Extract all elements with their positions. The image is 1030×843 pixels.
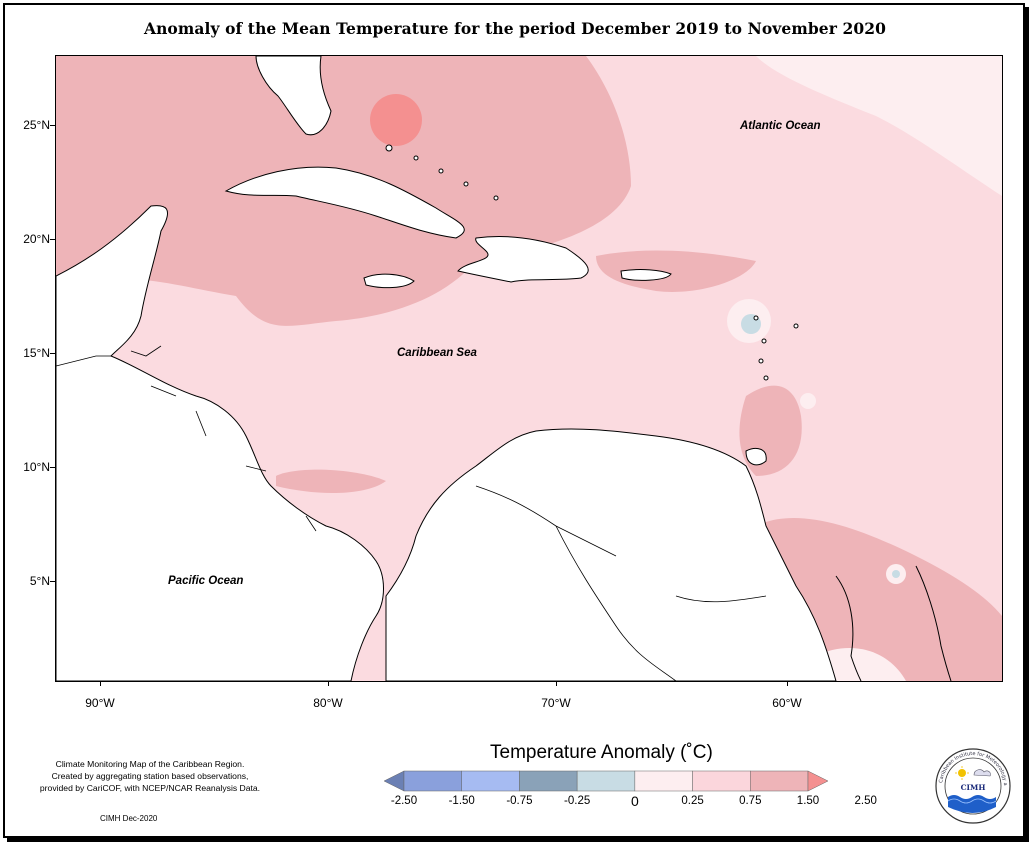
lon-tick: [787, 681, 788, 686]
legend-tick-label: 0: [630, 793, 639, 809]
legend-swatch: [692, 770, 751, 792]
legend-swatch: [461, 770, 520, 792]
lat-label-15n: 15°N: [23, 346, 50, 360]
map-title: Anomaly of the Mean Temperature for the …: [143, 19, 887, 38]
legend-swatch: [634, 770, 693, 792]
legend-swatch: [750, 770, 809, 792]
legend-colorbar: [384, 770, 829, 792]
cimh-logo: Caribbean Institute for Meteorology and …: [934, 747, 1011, 824]
legend-swatch: [576, 770, 636, 792]
map-area: [55, 55, 1003, 682]
legend-tick-label: -1.50: [448, 795, 475, 807]
anomaly-field-0-025: [756, 56, 1002, 196]
lon-tick: [328, 681, 329, 686]
legend-tick-label: 0.25: [681, 795, 704, 807]
florida: [255, 56, 332, 136]
legend-tick-label: -2.50: [390, 795, 418, 807]
legend-tick-label: 0.75: [739, 795, 762, 807]
pacific-ocean-label: Pacific Ocean: [168, 575, 244, 587]
lat-tick: [50, 239, 55, 240]
legend-tick-label: -0.25: [564, 795, 591, 807]
landmasses: [56, 56, 952, 681]
credit-date: CIMH Dec-2020: [100, 814, 158, 823]
country-borders: [56, 345, 767, 681]
lon-label-80w: 80°W: [313, 696, 343, 710]
lat-tick: [50, 353, 55, 354]
central-america-mexico: [56, 205, 384, 681]
legend-title: Temperature Anomaly (˚C): [490, 742, 713, 763]
legend-arrow-high: [807, 770, 829, 792]
credit-block: Climate Monitoring Map of the Caribbean …: [16, 758, 284, 794]
lon-label-70w: 70°W: [541, 696, 571, 710]
puerto-rico: [620, 269, 672, 281]
hispaniola: [457, 236, 589, 283]
cuba: [224, 166, 465, 239]
jamaica: [363, 273, 415, 289]
lat-label-10n: 10°N: [23, 460, 50, 474]
caribbean-sea-label: Caribbean Sea: [397, 347, 477, 359]
trinidad: [745, 448, 767, 466]
lon-tick: [556, 681, 557, 686]
lat-label-25n: 25°N: [23, 118, 50, 132]
lon-label-90w: 90°W: [85, 696, 115, 710]
credit-line-2: Created by aggregating station based obs…: [51, 771, 249, 781]
lat-tick: [50, 467, 55, 468]
lat-label-20n: 20°N: [23, 232, 50, 246]
legend-tick-label: 2.50: [854, 795, 877, 807]
lat-tick: [50, 581, 55, 582]
legend-arrow-low: [384, 770, 405, 792]
south-america: [385, 428, 837, 681]
anomaly-field-150-250: [370, 94, 422, 146]
lon-label-60w: 60°W: [772, 696, 802, 710]
credit-line-1: Climate Monitoring Map of the Caribbean …: [55, 759, 245, 769]
lat-label-5n: 5°N: [29, 574, 50, 588]
legend-tick-label: 1.50: [796, 795, 820, 807]
legend-tick-label: -0.75: [506, 795, 533, 807]
logo-name: CIMH: [961, 783, 986, 792]
atlantic-ocean-label: Atlantic Ocean: [740, 120, 821, 132]
lon-tick: [100, 681, 101, 686]
legend-swatch: [519, 770, 578, 792]
lat-tick: [50, 125, 55, 126]
temperature-anomaly-map: [56, 56, 1002, 681]
legend-swatch: [403, 770, 462, 792]
credit-line-3: provided by CariCOF, with NCEP/NCAR Rean…: [39, 783, 261, 793]
